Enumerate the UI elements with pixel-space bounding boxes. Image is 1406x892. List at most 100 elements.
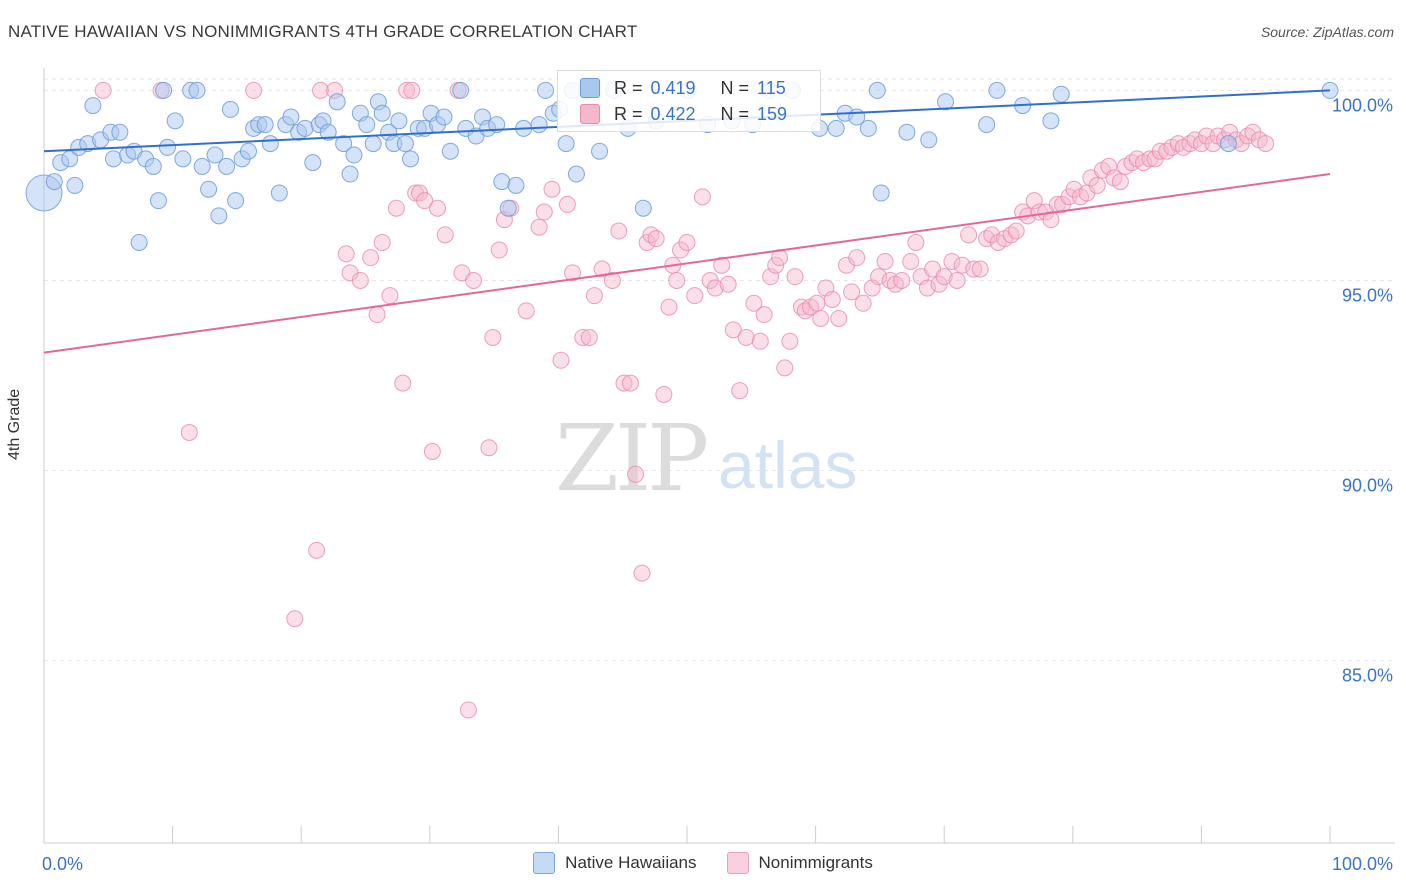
watermark: ZIP atlas: [555, 405, 857, 512]
point-native-hawaiian: [345, 146, 363, 164]
x-tick-label-left: 0.0%: [42, 854, 83, 874]
stats-row-nonimmigrants: R = 0.422 N = 159: [580, 102, 787, 126]
point-nonimmigrant: [713, 256, 731, 274]
point-nonimmigrant: [286, 610, 304, 628]
point-nonimmigrant: [615, 374, 633, 392]
point-nonimmigrant: [876, 252, 894, 270]
point-nonimmigrant: [719, 275, 737, 293]
point-nonimmigrant: [1042, 211, 1060, 229]
stats-row-native-hawaiians: R = 0.419 N = 115: [580, 76, 786, 100]
point-nonimmigrant: [308, 541, 326, 559]
point-native-hawaiian: [218, 157, 236, 175]
point-native-hawaiian: [364, 135, 382, 153]
point-nonimmigrant: [394, 374, 412, 392]
point-nonimmigrant: [180, 423, 198, 441]
point-native-hawaiian: [104, 150, 122, 168]
point-nonimmigrant: [660, 298, 678, 316]
point-nonimmigrant: [351, 271, 369, 289]
point-nonimmigrant: [762, 268, 780, 286]
point-nonimmigrant: [948, 271, 966, 289]
point-nonimmigrant: [745, 294, 763, 312]
point-nonimmigrant: [655, 385, 673, 403]
point-nonimmigrant: [530, 218, 548, 236]
point-native-hawaiian: [256, 116, 274, 134]
point-nonimmigrant: [245, 81, 263, 99]
point-native-hawaiian: [144, 157, 162, 175]
point-native-hawaiian: [319, 123, 337, 141]
legend-swatch-pink: [726, 852, 749, 874]
point-nonimmigrant: [484, 328, 502, 346]
point-nonimmigrant: [621, 374, 639, 392]
point-nonimmigrant: [94, 81, 112, 99]
point-native-hawaiian: [206, 146, 224, 164]
point-native-hawaiian: [859, 119, 877, 137]
point-native-hawaiian: [200, 180, 218, 198]
point-native-hawaiian: [1042, 112, 1060, 130]
point-nonimmigrant: [755, 306, 773, 324]
point-nonimmigrant: [603, 271, 621, 289]
point-native-hawaiian: [978, 116, 996, 134]
point-nonimmigrant: [854, 294, 872, 312]
point-native-hawaiian: [210, 207, 228, 225]
point-native-hawaiian: [537, 81, 555, 99]
point-native-hawaiian: [868, 81, 886, 99]
point-nonimmigrant: [724, 321, 742, 339]
point-nonimmigrant: [737, 328, 755, 346]
point-native-hawaiian: [111, 123, 129, 141]
point-nonimmigrant: [564, 264, 582, 282]
point-native-hawaiian: [567, 165, 585, 183]
point-nonimmigrant: [686, 287, 704, 305]
point-nonimmigrant: [368, 306, 386, 324]
point-nonimmigrant: [965, 260, 983, 278]
point-nonimmigrant: [574, 328, 592, 346]
point-nonimmigrant: [362, 249, 380, 267]
y-tick-label: 90.0%: [1342, 476, 1393, 496]
x-tick-label-right: 100.0%: [1332, 854, 1393, 874]
legend-swatch-pink: [580, 104, 600, 124]
point-nonimmigrant: [1257, 135, 1275, 153]
point-nonimmigrant: [373, 233, 391, 251]
point-nonimmigrant: [398, 81, 416, 99]
legend-item-native-hawaiians[interactable]: Native Hawaiians: [533, 852, 697, 874]
point-native-hawaiian: [557, 135, 575, 153]
point-nonimmigrant: [776, 359, 794, 377]
point-native-hawaiian: [390, 112, 408, 130]
point-nonimmigrant: [823, 290, 841, 308]
point-nonimmigrant: [490, 241, 508, 259]
point-nonimmigrant: [706, 279, 724, 297]
point-native-hawaiian: [227, 192, 245, 210]
n-value: 115: [757, 77, 786, 98]
point-native-hawaiian: [328, 93, 346, 111]
watermark-zip: ZIP: [555, 405, 706, 512]
point-native-hawaiian: [988, 81, 1006, 99]
point-nonimmigrant: [971, 260, 989, 278]
point-native-hawaiian: [499, 199, 517, 217]
point-nonimmigrant: [1100, 157, 1118, 175]
point-nonimmigrant: [781, 332, 799, 350]
point-nonimmigrant: [543, 180, 561, 198]
point-native-hawaiian: [239, 142, 257, 160]
point-nonimmigrant: [423, 443, 441, 460]
point-native-hawaiian: [936, 93, 954, 111]
point-native-hawaiian: [130, 233, 148, 251]
legend-swatch-blue: [580, 78, 600, 98]
trend-line-nonimmigrants: [43, 173, 1331, 354]
point-native-hawaiian: [155, 81, 173, 99]
point-nonimmigrant: [935, 268, 953, 286]
point-nonimmigrant: [960, 226, 978, 244]
point-nonimmigrant: [387, 199, 405, 217]
source-credit: Source: ZipAtlas.com: [1260, 24, 1394, 40]
r-label: R =: [614, 77, 643, 98]
point-native-hawaiian: [435, 108, 453, 126]
y-tick-label: 85.0%: [1342, 666, 1393, 686]
r-label: R =: [614, 103, 643, 124]
point-native-hawaiian: [441, 142, 459, 160]
point-native-hawaiian: [166, 112, 184, 130]
points-nonimmigrants: [94, 81, 1275, 719]
legend-item-nonimmigrants[interactable]: Nonimmigrants: [726, 852, 873, 874]
point-nonimmigrant: [337, 245, 355, 263]
point-nonimmigrant: [480, 439, 498, 457]
point-native-hawaiian: [193, 157, 211, 175]
point-native-hawaiian: [84, 97, 102, 115]
